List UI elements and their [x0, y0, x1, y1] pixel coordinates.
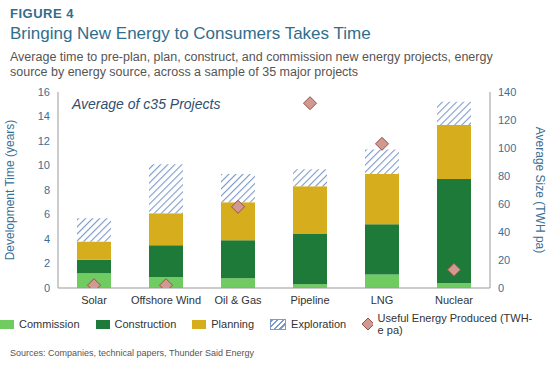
svg-text:Offshore Wind: Offshore Wind — [131, 294, 201, 306]
svg-text:Development Time (years): Development Time (years) — [8, 120, 17, 261]
svg-text:40: 40 — [498, 226, 510, 238]
html-text:FIGURE 4: FIGURE 4 — [10, 6, 74, 21]
svg-text:20: 20 — [498, 254, 510, 266]
svg-text:2: 2 — [44, 257, 50, 269]
html-text:Average time to pre-plan, plan: Average time to pre-plan, plan, construc… — [10, 50, 493, 79]
svg-text:16: 16 — [38, 86, 50, 98]
svg-text:Solar: Solar — [81, 294, 107, 306]
svg-text:LNG: LNG — [371, 294, 394, 306]
html-text:Bringing New Energy to Consume: Bringing New Energy to Consumers Takes T… — [10, 24, 371, 43]
svg-text:6: 6 — [44, 208, 50, 220]
svg-text:14: 14 — [38, 110, 50, 122]
svg-text:4: 4 — [44, 233, 50, 245]
svg-text:0: 0 — [498, 282, 504, 294]
svg-text:12: 12 — [38, 135, 50, 147]
svg-text:100: 100 — [498, 142, 516, 154]
html-text:Sources: Companies, technical: Sources: Companies, technical papers, Th… — [10, 348, 254, 358]
html-text:Planning: Planning — [211, 318, 255, 330]
svg-text:Oil & Gas: Oil & Gas — [214, 294, 262, 306]
html-text:Commission: Commission — [19, 318, 80, 330]
svg-text:10: 10 — [38, 159, 50, 171]
svg-text:140: 140 — [498, 86, 516, 98]
svg-text:60: 60 — [498, 198, 510, 210]
svg-text:Pipeline: Pipeline — [290, 294, 329, 306]
svg-text:8: 8 — [44, 184, 50, 196]
svg-text:120: 120 — [498, 114, 516, 126]
svg-text:Average Size (TWH pa): Average Size (TWH pa) — [533, 127, 542, 254]
svg-text:0: 0 — [44, 282, 50, 294]
html-text:Useful Energy Produced (TWH-e: Useful Energy Produced (TWH-e pa) — [377, 312, 533, 336]
svg-text:80: 80 — [498, 170, 510, 182]
html-text:Average of c35 Projects: Average of c35 Projects — [72, 96, 221, 112]
html-text:Exploration: Exploration — [291, 318, 347, 330]
html-text:Construction: Construction — [114, 318, 177, 330]
svg-text:Nuclear: Nuclear — [435, 294, 473, 306]
